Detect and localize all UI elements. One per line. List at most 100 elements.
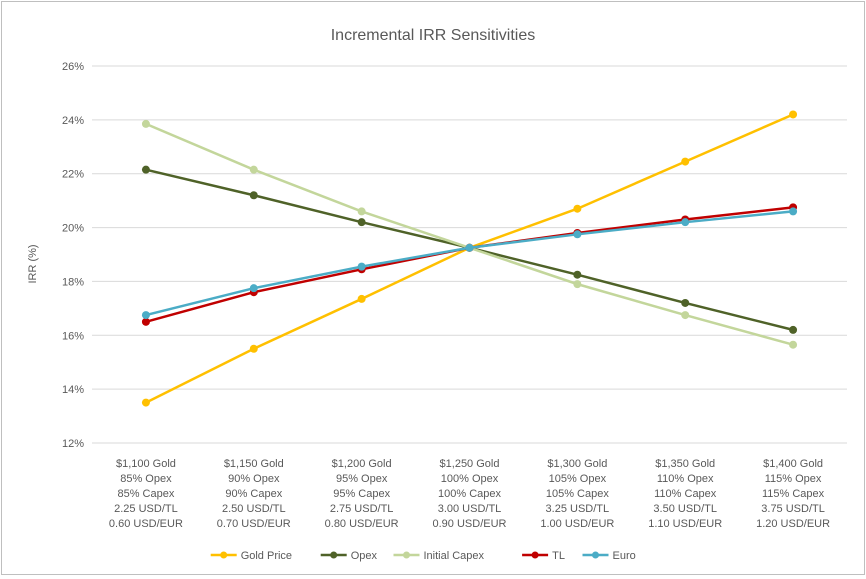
x-category-line: 1.00 USD/EUR: [540, 518, 614, 530]
data-point: [465, 243, 474, 252]
x-category-label: $1,250 Gold 100% Opex 100% Capex 3.00 USD/T…: [433, 458, 507, 530]
data-point: [357, 262, 366, 271]
x-category-line: 0.90 USD/EUR: [433, 518, 507, 530]
x-category-line: $1,200 Gold: [332, 458, 392, 470]
data-point: [141, 165, 150, 174]
y-tick-label: 16%: [62, 330, 84, 342]
x-category-line: 2.25 USD/TL: [114, 503, 178, 515]
legend-label: Gold Price: [241, 550, 292, 562]
x-category-line: 2.75 USD/TL: [330, 503, 394, 515]
series-gold-price: [141, 110, 798, 407]
series-line: [145, 210, 794, 317]
legend-swatch-marker: [592, 551, 599, 559]
series-euro: [141, 207, 798, 320]
legend-label: Opex: [351, 550, 378, 562]
data-point: [789, 207, 798, 216]
data-point: [573, 270, 582, 279]
data-point: [573, 280, 582, 289]
legend-label: Initial Capex: [424, 550, 485, 562]
x-category-line: 2.50 USD/TL: [222, 503, 286, 515]
x-category-line: 1.10 USD/EUR: [648, 518, 722, 530]
x-category-line: 95% Capex: [333, 488, 390, 500]
y-tick-label: 24%: [62, 115, 84, 127]
x-category-line: $1,350 Gold: [655, 458, 715, 470]
x-category-line: 0.80 USD/EUR: [325, 518, 399, 530]
x-category-line: 95% Opex: [336, 473, 388, 485]
x-category-label: $1,300 Gold 105% Opex 105% Capex 3.25 USD/T…: [540, 458, 614, 530]
x-category-label: $1,100 Gold 85% Opex 85% Capex 2.25 USD/TL 0…: [109, 458, 183, 530]
x-category-line: 110% Capex: [654, 488, 717, 500]
x-category-line: $1,400 Gold: [763, 458, 823, 470]
x-axis-categories: $1,100 Gold 85% Opex 85% Capex 2.25 USD/TL 0…: [109, 458, 830, 530]
x-category-label: $1,400 Gold 115% Opex 115% Capex 3.75 USD/T…: [756, 458, 830, 530]
data-point: [681, 298, 690, 307]
legend-swatch-marker: [220, 551, 228, 559]
legend-item: TL: [522, 550, 565, 562]
y-tick-label: 22%: [62, 169, 84, 181]
x-category-line: $1,150 Gold: [224, 458, 284, 470]
legend: Gold Price Opex Initial Capex TL Euro: [210, 550, 636, 562]
data-point: [249, 344, 258, 353]
grid-lines: [92, 65, 847, 444]
x-category-line: 115% Opex: [765, 473, 822, 485]
x-category-line: 3.00 USD/TL: [438, 503, 502, 515]
chart-title: Incremental IRR Sensitivities: [331, 27, 536, 44]
x-category-line: 105% Opex: [549, 473, 607, 485]
legend-item: Initial Capex: [393, 550, 485, 562]
legend-label: Euro: [613, 550, 636, 562]
data-point: [681, 311, 690, 320]
data-point: [357, 218, 366, 227]
legend-item: Euro: [582, 550, 636, 562]
x-category-line: $1,250 Gold: [440, 458, 500, 470]
y-tick-label: 20%: [62, 223, 84, 235]
data-point: [141, 311, 150, 320]
legend-item: Opex: [320, 550, 378, 562]
x-category-line: 90% Capex: [225, 488, 282, 500]
data-point: [249, 284, 258, 293]
data-point: [141, 398, 150, 407]
data-point: [789, 110, 798, 119]
x-category-line: 115% Capex: [762, 488, 825, 500]
x-category-line: 0.60 USD/EUR: [109, 518, 183, 530]
y-tick-label: 18%: [62, 276, 84, 288]
x-category-line: $1,300 Gold: [547, 458, 607, 470]
y-axis-label: IRR (%): [27, 244, 39, 283]
legend-item: Gold Price: [210, 550, 292, 562]
x-category-line: $1,100 Gold: [116, 458, 176, 470]
x-category-line: 1.20 USD/EUR: [756, 518, 830, 530]
x-category-line: 0.70 USD/EUR: [217, 518, 291, 530]
series-line: [145, 113, 794, 404]
x-category-line: 85% Capex: [117, 488, 174, 500]
legend-swatch-marker: [330, 551, 338, 559]
legend-label: TL: [552, 550, 565, 562]
x-category-label: $1,150 Gold 90% Opex 90% Capex 2.50 USD/TL 0…: [217, 458, 291, 530]
x-category-line: 110% Opex: [657, 473, 714, 485]
data-point: [141, 317, 150, 326]
data-point: [357, 294, 366, 303]
data-point: [357, 207, 366, 216]
x-category-line: 3.25 USD/TL: [546, 503, 610, 515]
y-tick-label: 12%: [62, 438, 84, 450]
x-category-line: 100% Capex: [438, 488, 501, 500]
legend-swatch-marker: [403, 551, 410, 559]
data-point: [681, 157, 690, 166]
x-category-label: $1,200 Gold 95% Opex 95% Capex 2.75 USD/TL 0…: [325, 458, 399, 530]
data-point: [789, 340, 798, 349]
x-category-line: 100% Opex: [441, 473, 499, 485]
x-category-line: 90% Opex: [228, 473, 280, 485]
x-category-label: $1,350 Gold 110% Opex 110% Capex 3.50 USD/T…: [648, 458, 722, 530]
y-axis-ticks: 12% 14% 16% 18% 20% 22% 24% 26%: [62, 61, 84, 450]
data-point: [249, 191, 258, 200]
data-point: [573, 230, 582, 239]
x-category-line: 3.50 USD/TL: [653, 503, 717, 515]
series-layer: [141, 110, 798, 407]
series-initial-capex: [141, 119, 798, 349]
x-category-line: 85% Opex: [120, 473, 172, 485]
data-point: [789, 325, 798, 334]
data-point: [681, 218, 690, 227]
y-tick-label: 14%: [62, 384, 84, 396]
data-point: [141, 119, 150, 128]
x-category-line: 105% Capex: [546, 488, 609, 500]
